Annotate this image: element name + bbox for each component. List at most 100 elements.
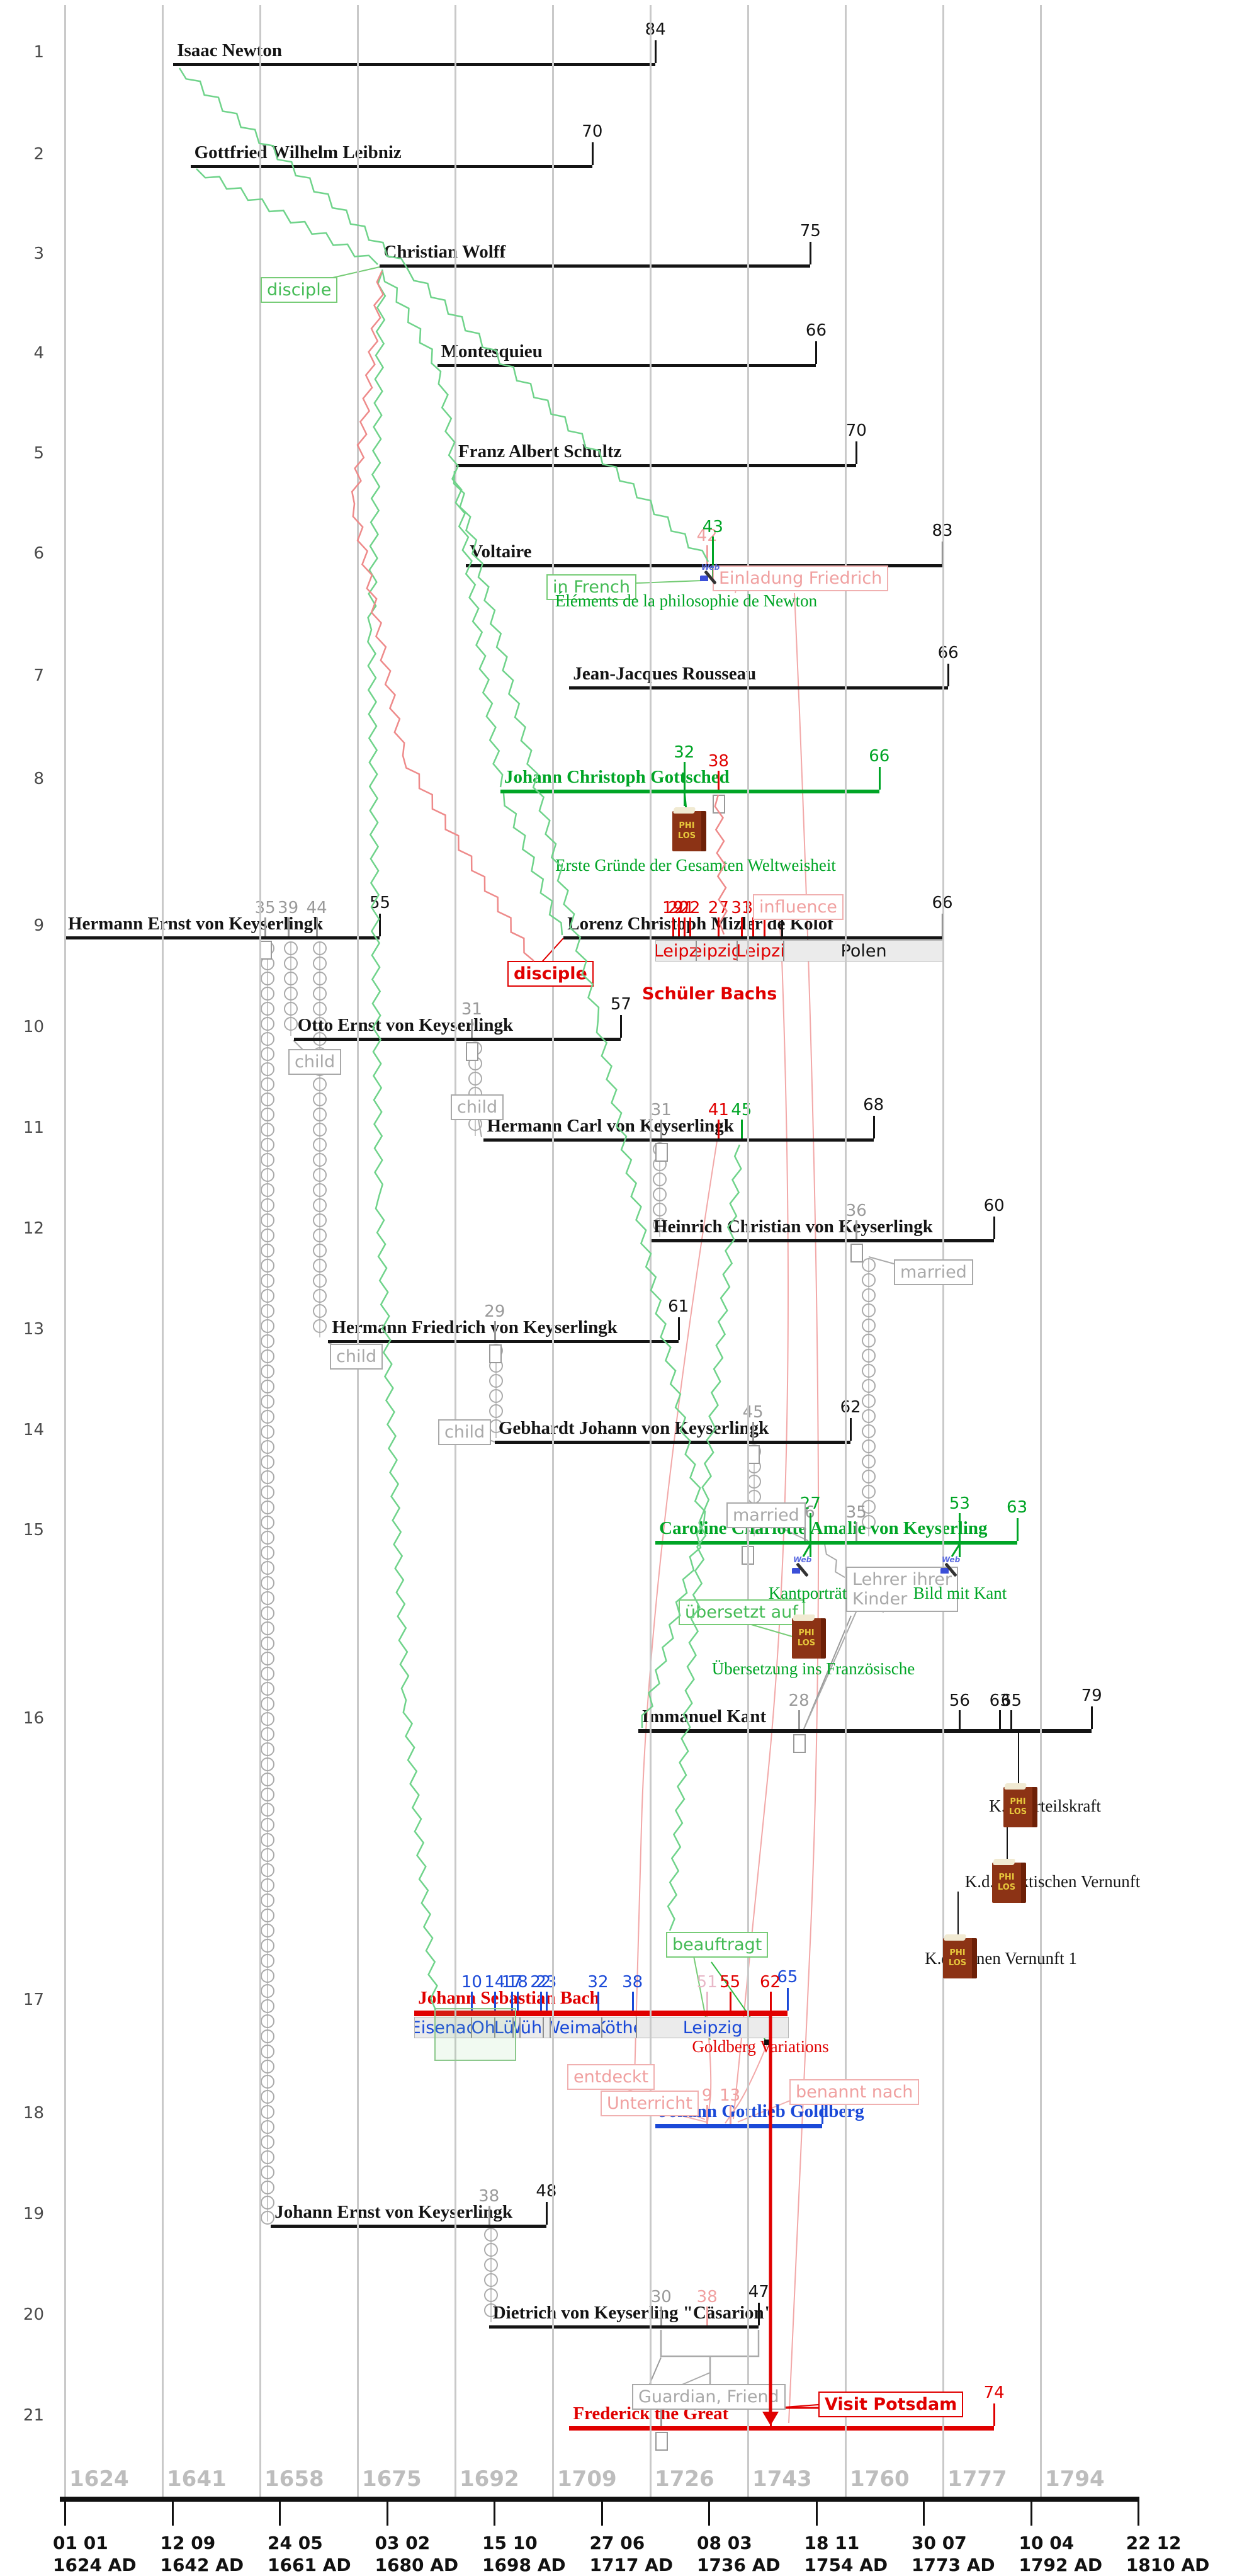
- age-marker[interactable]: [706, 2105, 709, 2124]
- philosophy-book-icon[interactable]: PHI LOS: [992, 1863, 1026, 1903]
- person-bar[interactable]: [655, 1541, 1017, 1545]
- philosophy-book-icon[interactable]: PHI LOS: [672, 811, 706, 851]
- age-marker[interactable]: [316, 917, 319, 936]
- person-bar[interactable]: [650, 1239, 995, 1242]
- bild-mit-kant-icon[interactable]: Web: [939, 1555, 964, 1582]
- person-bar[interactable]: [437, 364, 816, 367]
- age-marker[interactable]: [712, 536, 714, 581]
- age-marker[interactable]: [689, 917, 691, 936]
- relation-label-unterricht[interactable]: Unterricht: [601, 2091, 699, 2117]
- person-bar[interactable]: [569, 686, 949, 689]
- age-marker[interactable]: [752, 1422, 755, 1441]
- person-bar[interactable]: [380, 264, 811, 268]
- person-bar[interactable]: [494, 1441, 851, 1444]
- goldberg-variations-dot[interactable]: [764, 2040, 770, 2045]
- relation-label-child[interactable]: child: [451, 1094, 504, 1121]
- philosophy-book-icon[interactable]: PHI LOS: [792, 1618, 826, 1659]
- age-marker[interactable]: [959, 1710, 961, 1729]
- age-marker[interactable]: [683, 762, 686, 806]
- age-marker[interactable]: [706, 1992, 709, 2011]
- age-marker[interactable]: [959, 1513, 961, 1557]
- age-marker[interactable]: [517, 1992, 519, 2011]
- age-marker[interactable]: [999, 1710, 1002, 1729]
- marker-handle[interactable]: [466, 1042, 479, 1061]
- relation-label-guardian-friend[interactable]: Guardian, Friend: [632, 2384, 786, 2410]
- age-marker[interactable]: [471, 1992, 473, 2011]
- marker-handle[interactable]: [655, 2432, 669, 2451]
- person-bar[interactable]: [64, 936, 380, 939]
- age-marker[interactable]: [718, 1120, 720, 1138]
- marker-handle[interactable]: [850, 1244, 864, 1262]
- age-marker[interactable]: [855, 1220, 858, 1239]
- age-marker[interactable]: [706, 2306, 709, 2325]
- relation-label--bersetzt-auf[interactable]: übersetzt auf: [679, 1599, 805, 1626]
- age-marker[interactable]: [706, 545, 709, 564]
- relation-label-benannt-nach[interactable]: benannt nach: [789, 2079, 920, 2106]
- relation-label-einladung-friedrich[interactable]: Einladung Friedrich: [713, 565, 889, 592]
- age-marker[interactable]: [718, 917, 720, 936]
- age-marker[interactable]: [752, 917, 755, 936]
- person-bar[interactable]: [569, 2426, 995, 2431]
- relation-label-beauftragt[interactable]: beauftragt: [666, 1932, 769, 1958]
- age-marker[interactable]: [660, 2306, 663, 2325]
- marker-handle[interactable]: [655, 1143, 669, 1162]
- age-marker[interactable]: [855, 1522, 858, 1541]
- age-marker[interactable]: [718, 771, 720, 790]
- relation-label-influence[interactable]: influence: [753, 894, 844, 921]
- person-bar[interactable]: [563, 936, 943, 939]
- age-marker[interactable]: [545, 1992, 548, 2011]
- relation-label-entdeckt[interactable]: entdeckt: [567, 2064, 655, 2091]
- person-bar[interactable]: [483, 1138, 874, 1142]
- marker-handle[interactable]: [793, 1734, 806, 1753]
- person-bar[interactable]: [173, 63, 656, 66]
- relation-label-child[interactable]: child: [438, 1419, 492, 1446]
- relation-label-disciple[interactable]: disciple: [507, 961, 594, 987]
- age-marker[interactable]: [488, 2206, 490, 2225]
- person-bar[interactable]: [500, 790, 879, 793]
- relation-label-married[interactable]: married: [894, 1259, 973, 1286]
- age-marker[interactable]: [729, 2105, 731, 2124]
- philosophy-book-icon[interactable]: PHI LOS: [1003, 1787, 1037, 1827]
- person-bar[interactable]: [328, 1340, 679, 1343]
- age-marker[interactable]: [769, 1992, 772, 2011]
- age-marker[interactable]: [597, 1992, 599, 2011]
- relation-label-visit-potsdam[interactable]: Visit Potsdam: [818, 2392, 964, 2418]
- age-marker[interactable]: [264, 917, 267, 936]
- person-bar[interactable]: [488, 2325, 759, 2329]
- person-bar[interactable]: [293, 1038, 621, 1041]
- marker-handle[interactable]: [713, 795, 726, 814]
- age-marker[interactable]: [287, 917, 290, 936]
- person-bar[interactable]: [638, 1729, 1092, 1733]
- age-marker[interactable]: [764, 917, 766, 936]
- age-marker[interactable]: [631, 1992, 634, 2011]
- age-marker[interactable]: [677, 917, 680, 936]
- age-marker[interactable]: [471, 1019, 473, 1038]
- age-marker[interactable]: [683, 917, 686, 936]
- age-marker[interactable]: [494, 1992, 496, 2011]
- relation-label-disciple[interactable]: disciple: [261, 277, 338, 304]
- age-marker[interactable]: [740, 1120, 743, 1138]
- marker-handle[interactable]: [747, 1445, 760, 1464]
- relation-label-married[interactable]: married: [726, 1502, 806, 1529]
- age-marker[interactable]: [672, 917, 674, 936]
- person-bar[interactable]: [655, 2124, 822, 2128]
- age-marker[interactable]: [1010, 1710, 1013, 1729]
- bach-eisenach-highlight[interactable]: [434, 2008, 516, 2061]
- age-marker[interactable]: [810, 1513, 812, 1557]
- age-marker[interactable]: [798, 1710, 801, 1729]
- elements-icon[interactable]: Web: [699, 563, 724, 589]
- age-marker[interactable]: [740, 917, 743, 936]
- relation-label-child[interactable]: child: [330, 1344, 383, 1370]
- marker-handle[interactable]: [259, 941, 273, 960]
- age-marker[interactable]: [781, 917, 783, 936]
- philosophy-book-icon[interactable]: PHI LOS: [943, 1938, 977, 1978]
- marker-handle[interactable]: [488, 1344, 502, 1363]
- person-bar[interactable]: [190, 165, 592, 168]
- age-marker[interactable]: [511, 1992, 514, 2011]
- person-bar[interactable]: [454, 464, 857, 467]
- person-bar[interactable]: [271, 2225, 546, 2228]
- age-marker[interactable]: [494, 1321, 496, 1340]
- kantportrait-icon[interactable]: Web: [791, 1555, 816, 1582]
- age-marker[interactable]: [660, 2407, 663, 2426]
